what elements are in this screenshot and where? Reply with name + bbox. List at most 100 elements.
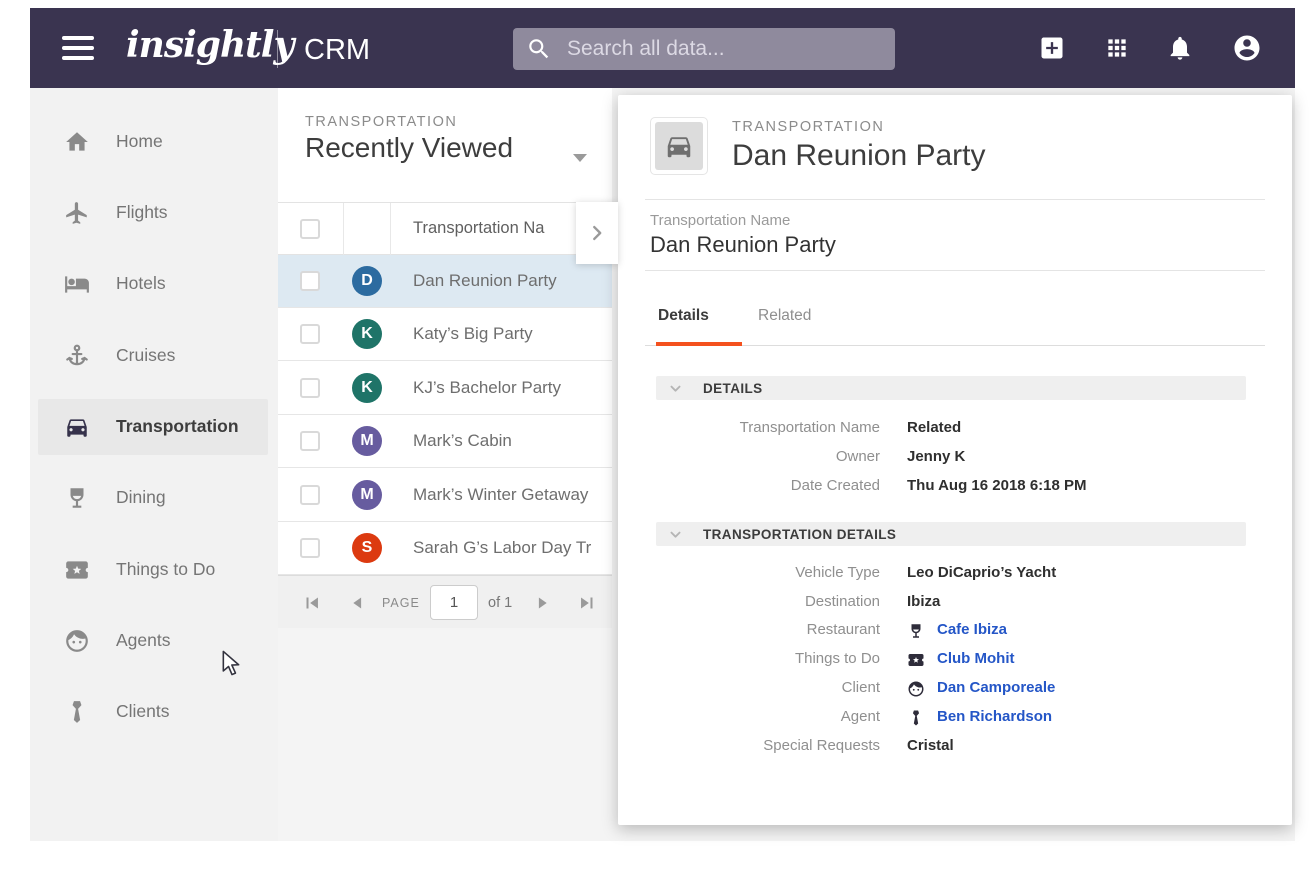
avatar: D (352, 266, 382, 296)
search-placeholder: Search all data... (567, 37, 725, 60)
record-name[interactable]: Dan Reunion Party (413, 271, 557, 290)
row-checkbox[interactable] (300, 431, 320, 451)
list-category-label: TRANSPORTATION (305, 114, 458, 130)
field-label: Vehicle Type (795, 564, 880, 581)
sidebar-item-label: Hotels (116, 273, 166, 293)
table-row[interactable]: K KJ’s Bachelor Party (278, 362, 612, 415)
field-value: Jenny K (907, 448, 966, 465)
avatar: K (352, 319, 382, 349)
link-things-to-do[interactable]: Club Mohit (937, 650, 1015, 667)
sidebar-item-agents[interactable]: Agents (30, 613, 278, 669)
face-icon (907, 680, 925, 698)
field-row: Things to Do Club Mohit (618, 650, 1266, 671)
sidebar-item-label: Home (116, 131, 163, 151)
field-value: Ibiza (907, 593, 941, 610)
record-name[interactable]: Mark’s Winter Getaway (413, 485, 589, 504)
ticket-star-icon (907, 651, 925, 669)
record-type-tile (650, 117, 708, 175)
chevron-down-icon[interactable] (573, 154, 587, 162)
row-checkbox[interactable] (300, 324, 320, 344)
sidebar-nav: Home Flights Hotels Cruises Transportati… (30, 88, 278, 841)
sidebar-item-cruises[interactable]: Cruises (30, 328, 278, 384)
hamburger-menu-icon[interactable] (62, 36, 94, 60)
car-icon (664, 131, 694, 161)
column-header-transportation-name[interactable]: Transportation Na (413, 219, 545, 237)
table-row[interactable]: M Mark’s Winter Getaway (278, 469, 612, 522)
search-icon (526, 36, 552, 62)
table-row[interactable]: M Mark’s Cabin (278, 415, 612, 468)
sidebar-item-things-to-do[interactable]: Things to Do (30, 542, 278, 598)
row-checkbox[interactable] (300, 485, 320, 505)
sidebar-item-label: Dining (116, 487, 166, 507)
record-name[interactable]: Sarah G’s Labor Day Tr (413, 538, 592, 557)
section-header-transportation-details[interactable]: TRANSPORTATION DETAILS (656, 522, 1246, 546)
wine-glass-icon (907, 622, 925, 640)
record-name[interactable]: Katy’s Big Party (413, 324, 533, 343)
field-value: Related (907, 419, 962, 436)
tab-details[interactable]: Details (658, 307, 709, 324)
apps-grid-icon[interactable] (1104, 35, 1130, 61)
sidebar-item-home[interactable]: Home (30, 114, 278, 170)
quick-add-icon[interactable] (1038, 34, 1066, 62)
tab-related[interactable]: Related (758, 307, 812, 324)
tie-icon (64, 699, 90, 725)
collapse-detail-panel-button[interactable] (576, 202, 618, 264)
page-count-label: of 1 (488, 595, 513, 611)
sidebar-item-hotels[interactable]: Hotels (30, 256, 278, 312)
section-title: DETAILS (703, 381, 763, 396)
record-detail-panel: TRANSPORTATION Dan Reunion Party Transpo… (618, 95, 1292, 825)
next-page-icon[interactable] (532, 592, 554, 614)
last-page-icon[interactable] (576, 592, 598, 614)
active-tab-underline (656, 342, 742, 346)
row-checkbox[interactable] (300, 538, 320, 558)
link-restaurant[interactable]: Cafe Ibiza (937, 621, 1008, 638)
sidebar-item-label: Things to Do (116, 559, 216, 579)
sidebar-item-dining[interactable]: Dining (30, 470, 278, 526)
sidebar-item-transportation[interactable]: Transportation (30, 399, 278, 455)
table-row[interactable]: K Katy’s Big Party (278, 308, 612, 361)
field-row: Client Dan Camporeale (618, 679, 1266, 700)
field-value: Leo DiCaprio’s Yacht (907, 564, 1057, 581)
link-agent[interactable]: Ben Richardson (937, 708, 1053, 725)
previous-page-icon[interactable] (346, 592, 368, 614)
field-row: Date Created Thu Aug 16 2018 6:18 PM (618, 477, 1266, 498)
record-name[interactable]: KJ’s Bachelor Party (413, 378, 562, 397)
notifications-bell-icon[interactable] (1166, 34, 1194, 62)
home-icon (64, 129, 90, 155)
insightly-logo[interactable]: insightly (126, 24, 294, 66)
column-divider (343, 203, 344, 255)
field-value: Thu Aug 16 2018 6:18 PM (907, 477, 1087, 494)
link-client[interactable]: Dan Camporeale (937, 679, 1056, 696)
sidebar-item-clients[interactable]: Clients (30, 684, 278, 740)
divider (645, 270, 1265, 271)
field-row: Restaurant Cafe Ibiza (618, 621, 1266, 642)
sidebar-item-label: Agents (116, 630, 171, 650)
section-header-details[interactable]: DETAILS (656, 376, 1246, 400)
table-row[interactable]: D Dan Reunion Party (278, 255, 612, 308)
user-avatar-icon[interactable] (1232, 33, 1262, 63)
brand-divider (277, 30, 278, 68)
field-label: Special Requests (763, 737, 880, 754)
column-divider (390, 203, 391, 255)
global-search-input[interactable]: Search all data... (513, 28, 895, 70)
anchor-icon (64, 343, 90, 369)
avatar: M (352, 426, 382, 456)
record-name-value[interactable]: Dan Reunion Party (650, 232, 836, 257)
field-label: Things to Do (794, 650, 880, 667)
field-row: Transportation Name Related (618, 419, 1266, 440)
record-name[interactable]: Mark’s Cabin (413, 431, 512, 450)
first-page-icon[interactable] (301, 592, 323, 614)
field-row: Vehicle Type Leo DiCaprio’s Yacht (618, 564, 1266, 585)
select-all-checkbox[interactable] (300, 219, 320, 239)
detail-category-label: TRANSPORTATION (732, 119, 885, 135)
top-navbar: insightly CRM Search all data... (30, 8, 1295, 88)
field-row: Owner Jenny K (618, 448, 1266, 469)
sidebar-item-flights[interactable]: Flights (30, 185, 278, 241)
table-row[interactable]: S Sarah G’s Labor Day Tr (278, 522, 612, 575)
chevron-down-icon (668, 527, 683, 542)
field-value: Cristal (907, 737, 954, 754)
row-checkbox[interactable] (300, 271, 320, 291)
row-checkbox[interactable] (300, 378, 320, 398)
view-selector[interactable]: Recently Viewed (305, 132, 514, 163)
page-number-input[interactable] (430, 585, 478, 620)
